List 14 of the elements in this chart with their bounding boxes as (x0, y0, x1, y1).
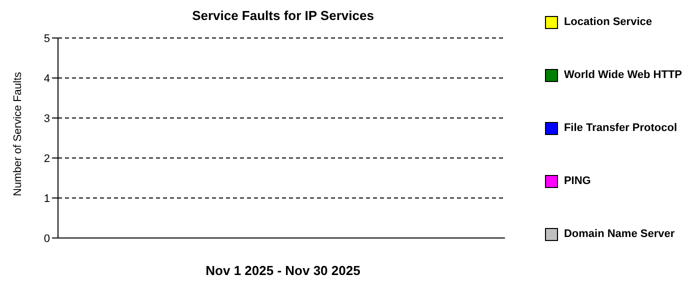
x-axis-title: Nov 1 2025 - Nov 30 2025 (204, 263, 362, 278)
y-tick-label: 5 (44, 32, 50, 45)
chart-title: Service Faults for IP Services (191, 8, 375, 23)
y-tick-label: 3 (44, 112, 50, 125)
legend-label: Location Service (564, 16, 652, 28)
legend-label: Domain Name Server (564, 228, 675, 240)
legend-label: File Transfer Protocol (564, 122, 678, 134)
y-tick-label: 2 (44, 152, 50, 165)
y-tick-label: 4 (44, 72, 50, 85)
y-axis-title: Number of Service Faults (12, 70, 24, 198)
legend-label: PING (564, 175, 591, 187)
y-tick-label: 0 (44, 232, 50, 245)
legend-label: World Wide Web HTTP (564, 69, 682, 81)
y-tick-label: 1 (44, 192, 50, 205)
